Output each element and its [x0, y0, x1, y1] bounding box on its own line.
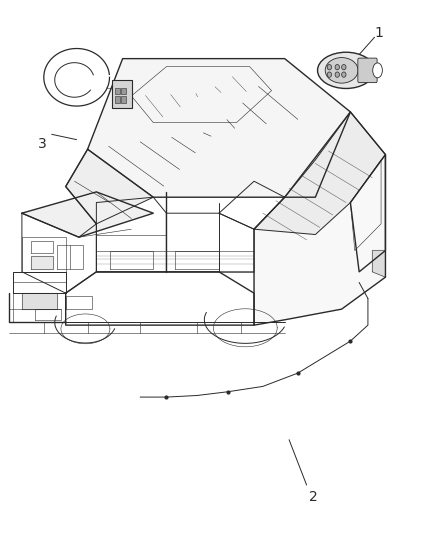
Circle shape	[342, 72, 346, 77]
Text: 3: 3	[38, 137, 46, 151]
Bar	[115, 96, 120, 103]
Ellipse shape	[318, 52, 374, 88]
Circle shape	[327, 72, 332, 77]
Circle shape	[327, 64, 332, 70]
Bar	[121, 96, 126, 103]
Circle shape	[335, 64, 339, 70]
Polygon shape	[372, 251, 385, 277]
Circle shape	[335, 72, 339, 77]
Polygon shape	[254, 112, 385, 235]
Polygon shape	[66, 149, 153, 224]
Text: 2: 2	[309, 490, 318, 504]
Polygon shape	[22, 192, 153, 237]
FancyBboxPatch shape	[358, 58, 377, 83]
Polygon shape	[31, 256, 53, 269]
Polygon shape	[254, 112, 385, 325]
Ellipse shape	[373, 63, 382, 78]
Ellipse shape	[325, 58, 358, 83]
Polygon shape	[88, 59, 350, 197]
Circle shape	[342, 64, 346, 70]
Text: 1: 1	[374, 26, 383, 40]
Bar	[121, 88, 126, 94]
Polygon shape	[22, 293, 57, 309]
Bar	[115, 88, 120, 94]
FancyBboxPatch shape	[112, 80, 132, 108]
